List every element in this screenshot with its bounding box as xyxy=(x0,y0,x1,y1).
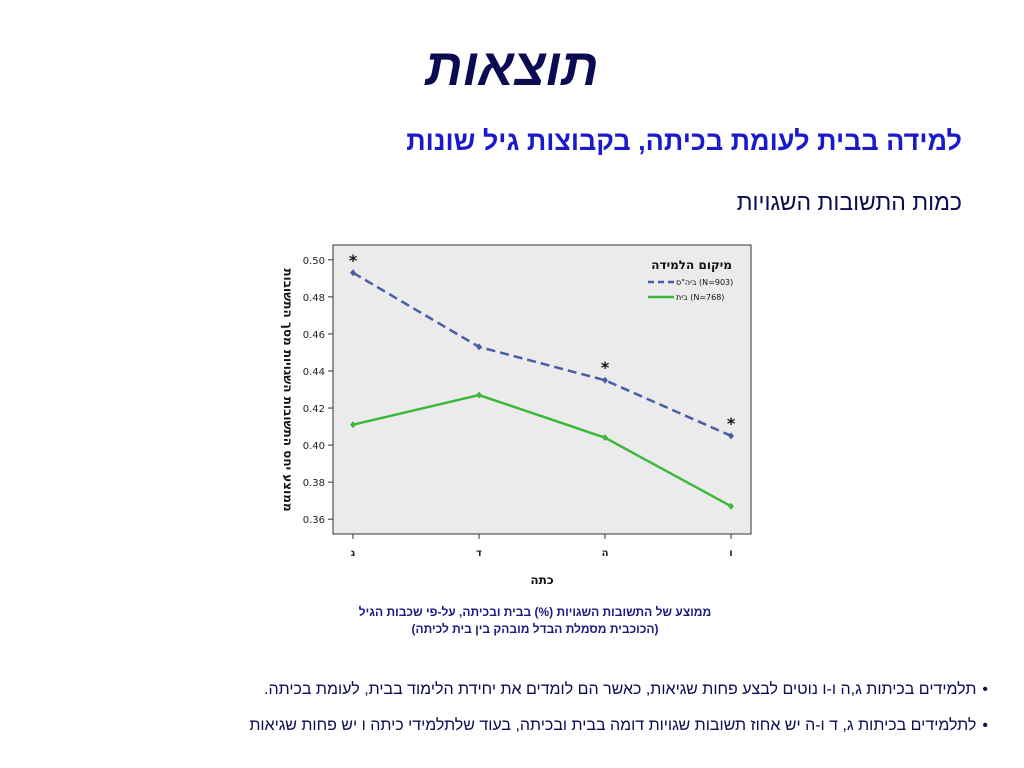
bullet-item-2: • לתלמידים בכיתות ג, ד ו-ה יש אחוז תשובות… xyxy=(249,717,988,735)
y-tick-label: 0.46 xyxy=(303,330,325,341)
series-line-0 xyxy=(352,271,732,437)
slide-subheading: כמות התשובות השגויות xyxy=(736,189,962,215)
slide-title: תוצאות xyxy=(425,39,599,97)
significance-mark: * xyxy=(601,358,610,377)
series-layer xyxy=(350,269,734,510)
y-tick-label: 0.42 xyxy=(303,404,325,415)
data-point xyxy=(350,269,356,277)
data-point xyxy=(602,376,608,384)
bullet-item-1: • תלמידים בכיתות ג,ה ו-ו נוטים לבצע פחות … xyxy=(264,681,988,699)
legend: מיקום הלמידה ביה"ס (N=903) בית (N=768) xyxy=(648,258,733,302)
legend-label-home: בית (N=768) xyxy=(676,293,724,302)
y-axis-label: ממוצע יחס התשובות השגויות מסך התשובות xyxy=(281,268,295,511)
data-point xyxy=(602,434,608,442)
y-axis: 0.36 0.38 0.40 0.42 0.44 0.46 0.48 0.50 xyxy=(303,256,333,526)
data-point xyxy=(476,391,482,399)
x-tick-label: ד xyxy=(476,548,482,559)
x-axis: ג ד ה ו xyxy=(351,534,733,559)
y-tick-label: 0.48 xyxy=(303,293,325,304)
bullet-text: לתלמידים בכיתות ג, ד ו-ה יש אחוז תשובות … xyxy=(249,717,977,734)
y-tick-label: 0.44 xyxy=(303,367,325,378)
significance-mark: * xyxy=(349,251,358,270)
x-tick-label: ו xyxy=(729,548,732,559)
significance-marks: * * * xyxy=(349,251,736,433)
x-tick-label: ג xyxy=(351,548,356,559)
y-tick-label: 0.36 xyxy=(303,515,325,526)
x-tick-label: ה xyxy=(602,548,609,559)
bullet-text: תלמידים בכיתות ג,ה ו-ו נוטים לבצע פחות ש… xyxy=(264,681,977,698)
legend-label-school: ביה"ס (N=903) xyxy=(676,278,733,287)
y-tick-label: 0.38 xyxy=(303,478,325,489)
x-axis-label: כתה xyxy=(530,573,553,587)
data-point xyxy=(728,432,734,440)
data-point xyxy=(350,421,356,429)
legend-title: מיקום הלמידה xyxy=(651,258,732,272)
bullet-marker: • xyxy=(982,717,988,734)
plot-area xyxy=(332,244,752,535)
slide-subtitle: למידה בבית לעומת בכיתה, בקבוצות גיל שונו… xyxy=(406,126,962,156)
significance-mark: * xyxy=(727,414,736,433)
data-point xyxy=(728,502,734,510)
data-point xyxy=(476,343,482,351)
chart-caption-line2: (הכוכבית מסמלת הבדל מובהק בין בית לכיתה) xyxy=(411,622,659,636)
y-tick-label: 0.50 xyxy=(303,256,325,267)
series-line-1 xyxy=(352,393,732,508)
chart-caption-line1: ממוצע של התשובות השגויות (%) בבית ובכיתה… xyxy=(358,605,712,619)
bullet-marker: • xyxy=(982,681,988,698)
y-tick-label: 0.40 xyxy=(303,441,325,452)
